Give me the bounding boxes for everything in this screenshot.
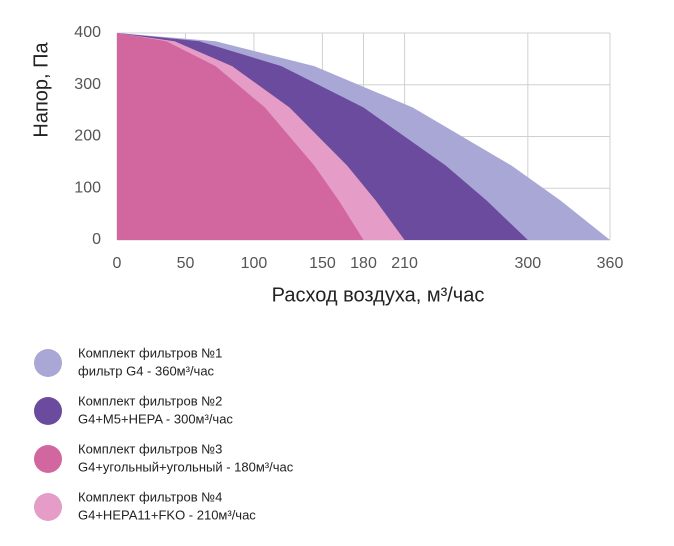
y-tick-label: 400 — [74, 24, 101, 41]
legend-description: G4+HEPA11+FKO - 210м³/час — [78, 507, 256, 522]
y-tick-label: 0 — [92, 231, 101, 248]
x-tick-label: 180 — [350, 255, 377, 272]
legend-marker — [34, 493, 62, 521]
legend-description: фильтр G4 - 360м³/час — [78, 363, 215, 378]
y-tick-label: 200 — [74, 128, 101, 145]
y-tick-label: 100 — [74, 179, 101, 196]
y-axis-title: Напор, Па — [30, 42, 52, 138]
x-tick-label: 0 — [113, 255, 122, 272]
legend-label: Комплект фильтров №3 — [78, 441, 222, 456]
x-tick-label: 150 — [309, 255, 336, 272]
legend-marker — [34, 349, 62, 377]
x-tick-label: 300 — [514, 255, 541, 272]
legend-marker — [34, 397, 62, 425]
x-tick-label: 100 — [241, 255, 268, 272]
area — [117, 33, 364, 240]
legend-label: Комплект фильтров №1 — [78, 345, 222, 360]
x-tick-label: 360 — [597, 255, 624, 272]
legend-description: G4+M5+HEPA - 300м³/час — [78, 411, 233, 426]
legend-label: Комплект фильтров №2 — [78, 393, 222, 408]
legend-description: G4+угольный+угольный - 180м³/час — [78, 459, 294, 474]
x-tick-label: 50 — [177, 255, 195, 272]
legend-label: Комплект фильтров №4 — [78, 489, 222, 504]
x-tick-label: 210 — [391, 255, 418, 272]
legend-marker — [34, 445, 62, 473]
y-tick-label: 300 — [74, 76, 101, 93]
x-axis-title: Расход воздуха, м³/час — [272, 284, 485, 306]
